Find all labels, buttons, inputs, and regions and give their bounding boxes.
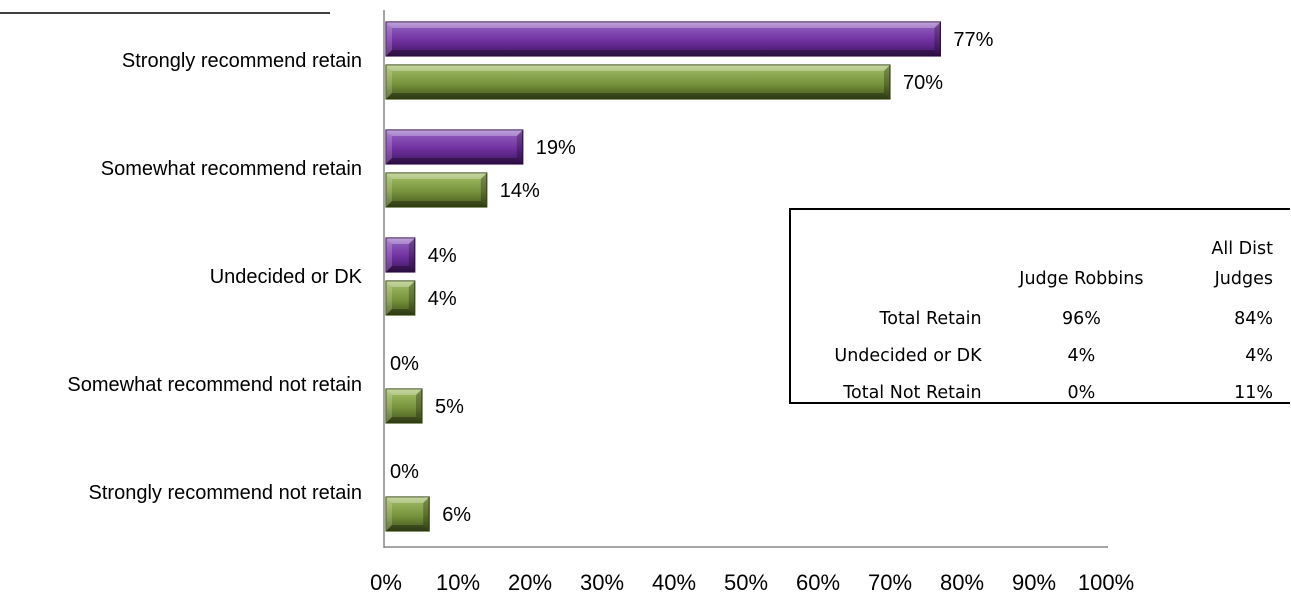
bar-series-1-strongly-recommend-retain: [385, 21, 942, 57]
bar-series-2-somewhat-recommend-retain: [385, 172, 488, 208]
bar-series-2-strongly-recommend-not-retain: [385, 496, 430, 532]
value-label-series-1-somewhat-recommend-retain: 19%: [536, 137, 576, 159]
bar-series-2-undecided-or-dk: [385, 280, 416, 316]
bar-series-1-undecided-or-dk: [385, 237, 416, 273]
value-label-series-1-strongly-recommend-retain: 77%: [953, 29, 993, 51]
x-tick-label: 10%: [436, 570, 480, 595]
table-row: Total Not Retain 0% 11%: [791, 374, 1287, 411]
bar-series-2-somewhat-recommend-not-retain: [385, 388, 423, 424]
category-label-undecided-or-dk: Undecided or DK: [210, 266, 363, 288]
value-label-series-2-undecided-or-dk: 4%: [428, 288, 457, 310]
x-tick-label: 100%: [1078, 570, 1134, 595]
row-value-all-judges: 11%: [1234, 382, 1273, 403]
x-tick-label: 90%: [1012, 570, 1056, 595]
value-label-series-2-somewhat-recommend-not-retain: 5%: [435, 396, 464, 418]
x-tick-label: 20%: [508, 570, 552, 595]
x-tick-label: 0%: [370, 570, 402, 595]
table-header-blank: [791, 218, 988, 300]
x-tick-label: 80%: [940, 570, 984, 595]
category-label-somewhat-recommend-retain: Somewhat recommend retain: [101, 158, 362, 180]
row-label: Total Not Retain: [843, 382, 982, 403]
table-header-all-dist-judges: All Dist Judges: [1211, 239, 1273, 289]
table-header-judge-robbins: Judge Robbins: [1019, 269, 1144, 289]
category-label-strongly-recommend-retain: Strongly recommend retain: [122, 50, 362, 72]
value-label-series-1-somewhat-recommend-not-retain: 0%: [390, 353, 419, 375]
row-value-judge-robbins: 0%: [1067, 382, 1096, 403]
row-value-judge-robbins: 96%: [1061, 308, 1101, 329]
category-label-strongly-recommend-not-retain: Strongly recommend not retain: [89, 482, 362, 504]
table-row: Undecided or DK 4% 4%: [791, 337, 1287, 374]
x-tick-label: 70%: [868, 570, 912, 595]
bar-series-1-somewhat-recommend-retain: [385, 129, 524, 165]
value-label-series-1-strongly-recommend-not-retain: 0%: [390, 461, 419, 483]
value-label-series-2-somewhat-recommend-retain: 14%: [500, 180, 540, 202]
value-label-series-1-undecided-or-dk: 4%: [428, 245, 457, 267]
x-tick-label: 60%: [796, 570, 840, 595]
row-value-all-judges: 4%: [1245, 345, 1273, 366]
value-label-series-2-strongly-recommend-retain: 70%: [903, 72, 943, 94]
row-label: Total Retain: [879, 308, 982, 329]
bar-series-2-strongly-recommend-retain: [385, 64, 891, 100]
row-value-all-judges: 84%: [1234, 308, 1273, 329]
row-label: Undecided or DK: [834, 345, 982, 366]
x-tick-label: 30%: [580, 570, 624, 595]
table-row: Total Retain 96% 84%: [791, 300, 1287, 337]
category-label-somewhat-recommend-not-retain: Somewhat recommend not retain: [67, 374, 362, 396]
x-tick-label: 40%: [652, 570, 696, 595]
row-value-judge-robbins: 4%: [1067, 345, 1096, 366]
retention-summary-table: Judge Robbins All Dist Judges Total Reta…: [789, 208, 1290, 404]
x-tick-label: 50%: [724, 570, 768, 595]
value-label-series-2-strongly-recommend-not-retain: 6%: [442, 504, 471, 526]
